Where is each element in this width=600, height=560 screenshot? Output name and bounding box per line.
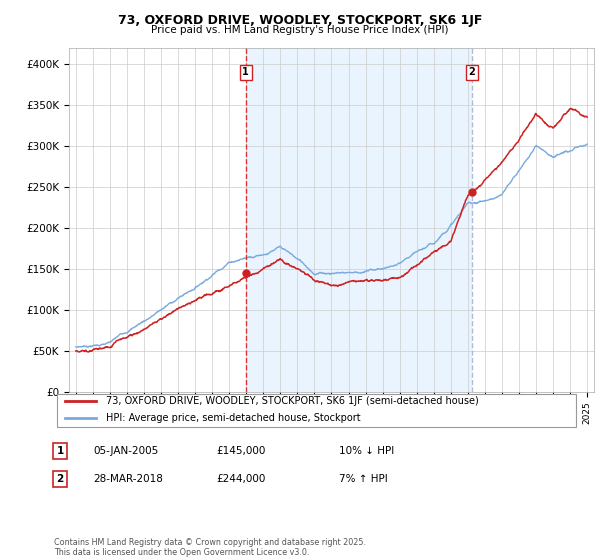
Text: £145,000: £145,000 bbox=[216, 446, 265, 456]
Text: £244,000: £244,000 bbox=[216, 474, 265, 484]
Text: 2: 2 bbox=[469, 67, 475, 77]
Text: Price paid vs. HM Land Registry's House Price Index (HPI): Price paid vs. HM Land Registry's House … bbox=[151, 25, 449, 35]
Text: 1: 1 bbox=[242, 67, 249, 77]
FancyBboxPatch shape bbox=[56, 394, 577, 427]
Text: 28-MAR-2018: 28-MAR-2018 bbox=[93, 474, 163, 484]
Text: 10% ↓ HPI: 10% ↓ HPI bbox=[339, 446, 394, 456]
Text: 05-JAN-2005: 05-JAN-2005 bbox=[93, 446, 158, 456]
Text: 7% ↑ HPI: 7% ↑ HPI bbox=[339, 474, 388, 484]
Text: Contains HM Land Registry data © Crown copyright and database right 2025.
This d: Contains HM Land Registry data © Crown c… bbox=[54, 538, 366, 557]
Text: 2: 2 bbox=[56, 474, 64, 484]
Bar bbox=[246, 48, 472, 392]
Text: 73, OXFORD DRIVE, WOODLEY, STOCKPORT, SK6 1JF (semi-detached house): 73, OXFORD DRIVE, WOODLEY, STOCKPORT, SK… bbox=[107, 396, 479, 406]
Text: HPI: Average price, semi-detached house, Stockport: HPI: Average price, semi-detached house,… bbox=[107, 413, 361, 423]
Text: 1: 1 bbox=[56, 446, 64, 456]
Text: 73, OXFORD DRIVE, WOODLEY, STOCKPORT, SK6 1JF: 73, OXFORD DRIVE, WOODLEY, STOCKPORT, SK… bbox=[118, 14, 482, 27]
